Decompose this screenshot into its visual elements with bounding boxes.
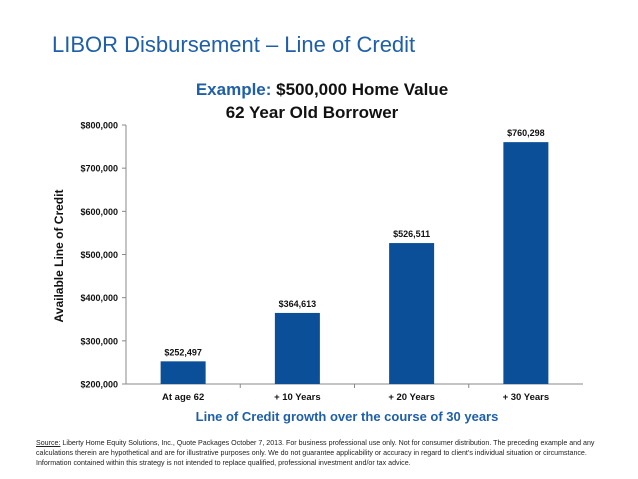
chart-title-prefix: Example: [196, 80, 272, 99]
x-tick-label: + 10 Years [274, 392, 321, 403]
y-tick-label: $800,000 [80, 121, 118, 131]
bar [160, 361, 206, 384]
bar [389, 243, 435, 384]
footnote-source-label: Source: [36, 439, 61, 447]
y-tick-label: $300,000 [80, 336, 118, 346]
footnote-text: Liberty Home Equity Solutions, Inc., Quo… [36, 439, 595, 468]
bar [274, 312, 320, 384]
x-tick-label: At age 62 [162, 392, 204, 403]
y-tick-label: $700,000 [80, 164, 118, 174]
plot-area: $200,000 $300,000 $400,000 $500,000 $600,000… [80, 121, 583, 403]
data-label: $252,497 [164, 347, 202, 357]
x-axis-label: Line of Credit growth over the course of… [196, 409, 499, 424]
data-label: $760,298 [507, 128, 545, 138]
y-tick-label: $200,000 [80, 380, 118, 390]
slide-title: LIBOR Disbursement – Line of Credit [52, 32, 416, 57]
x-tick-label: + 20 Years [388, 392, 435, 403]
bar [503, 142, 549, 384]
data-label: $364,613 [279, 299, 317, 309]
chart-title: Example: $500,000 Home Value [196, 80, 448, 99]
footnote: Source: Liberty Home Equity Solutions, I… [36, 438, 610, 469]
y-axis-label: Available Line of Credit [52, 190, 66, 323]
y-tick-label: $500,000 [80, 250, 118, 260]
chart-title-rest: $500,000 Home Value [271, 80, 448, 99]
data-label: $526,511 [393, 229, 430, 239]
x-tick-label: + 30 Years [503, 392, 550, 403]
y-tick-label: $400,000 [80, 293, 118, 303]
y-tick-label: $600,000 [80, 207, 118, 217]
chart-subtitle: 62 Year Old Borrower [226, 103, 399, 122]
